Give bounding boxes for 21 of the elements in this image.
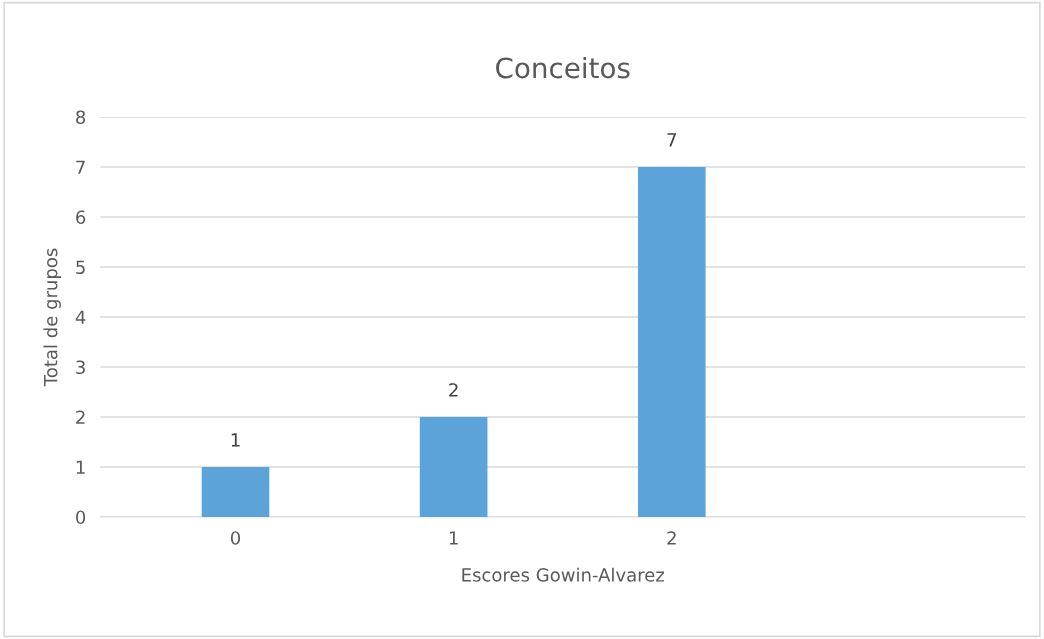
y-tick-label: 5: [76, 260, 85, 275]
data-label: 7: [667, 133, 676, 147]
data-label: 2: [449, 383, 458, 397]
y-tick-label: 6: [76, 210, 86, 225]
y-tick-label: 4: [75, 310, 86, 324]
x-tick-label: 0: [230, 531, 241, 545]
x-axis-title: Escores Gowin-Alvarez: [462, 567, 665, 582]
y-tick-label: 0: [76, 510, 86, 525]
x-tick-label: 2: [667, 531, 676, 545]
y-tick-label: 2: [76, 410, 85, 424]
chart-title: Conceitos: [496, 56, 630, 79]
bar: [419, 416, 488, 517]
y-tick-label: 8: [76, 110, 86, 125]
bar: [637, 166, 706, 517]
y-tick-label: 3: [76, 360, 85, 375]
y-tick-label: 1: [76, 460, 85, 474]
y-axis-title: Total de grupos: [43, 248, 61, 387]
y-tick-label: 7: [76, 160, 85, 174]
x-tick-label: 1: [449, 531, 458, 545]
data-label: 1: [231, 433, 240, 447]
bar: [201, 466, 270, 517]
